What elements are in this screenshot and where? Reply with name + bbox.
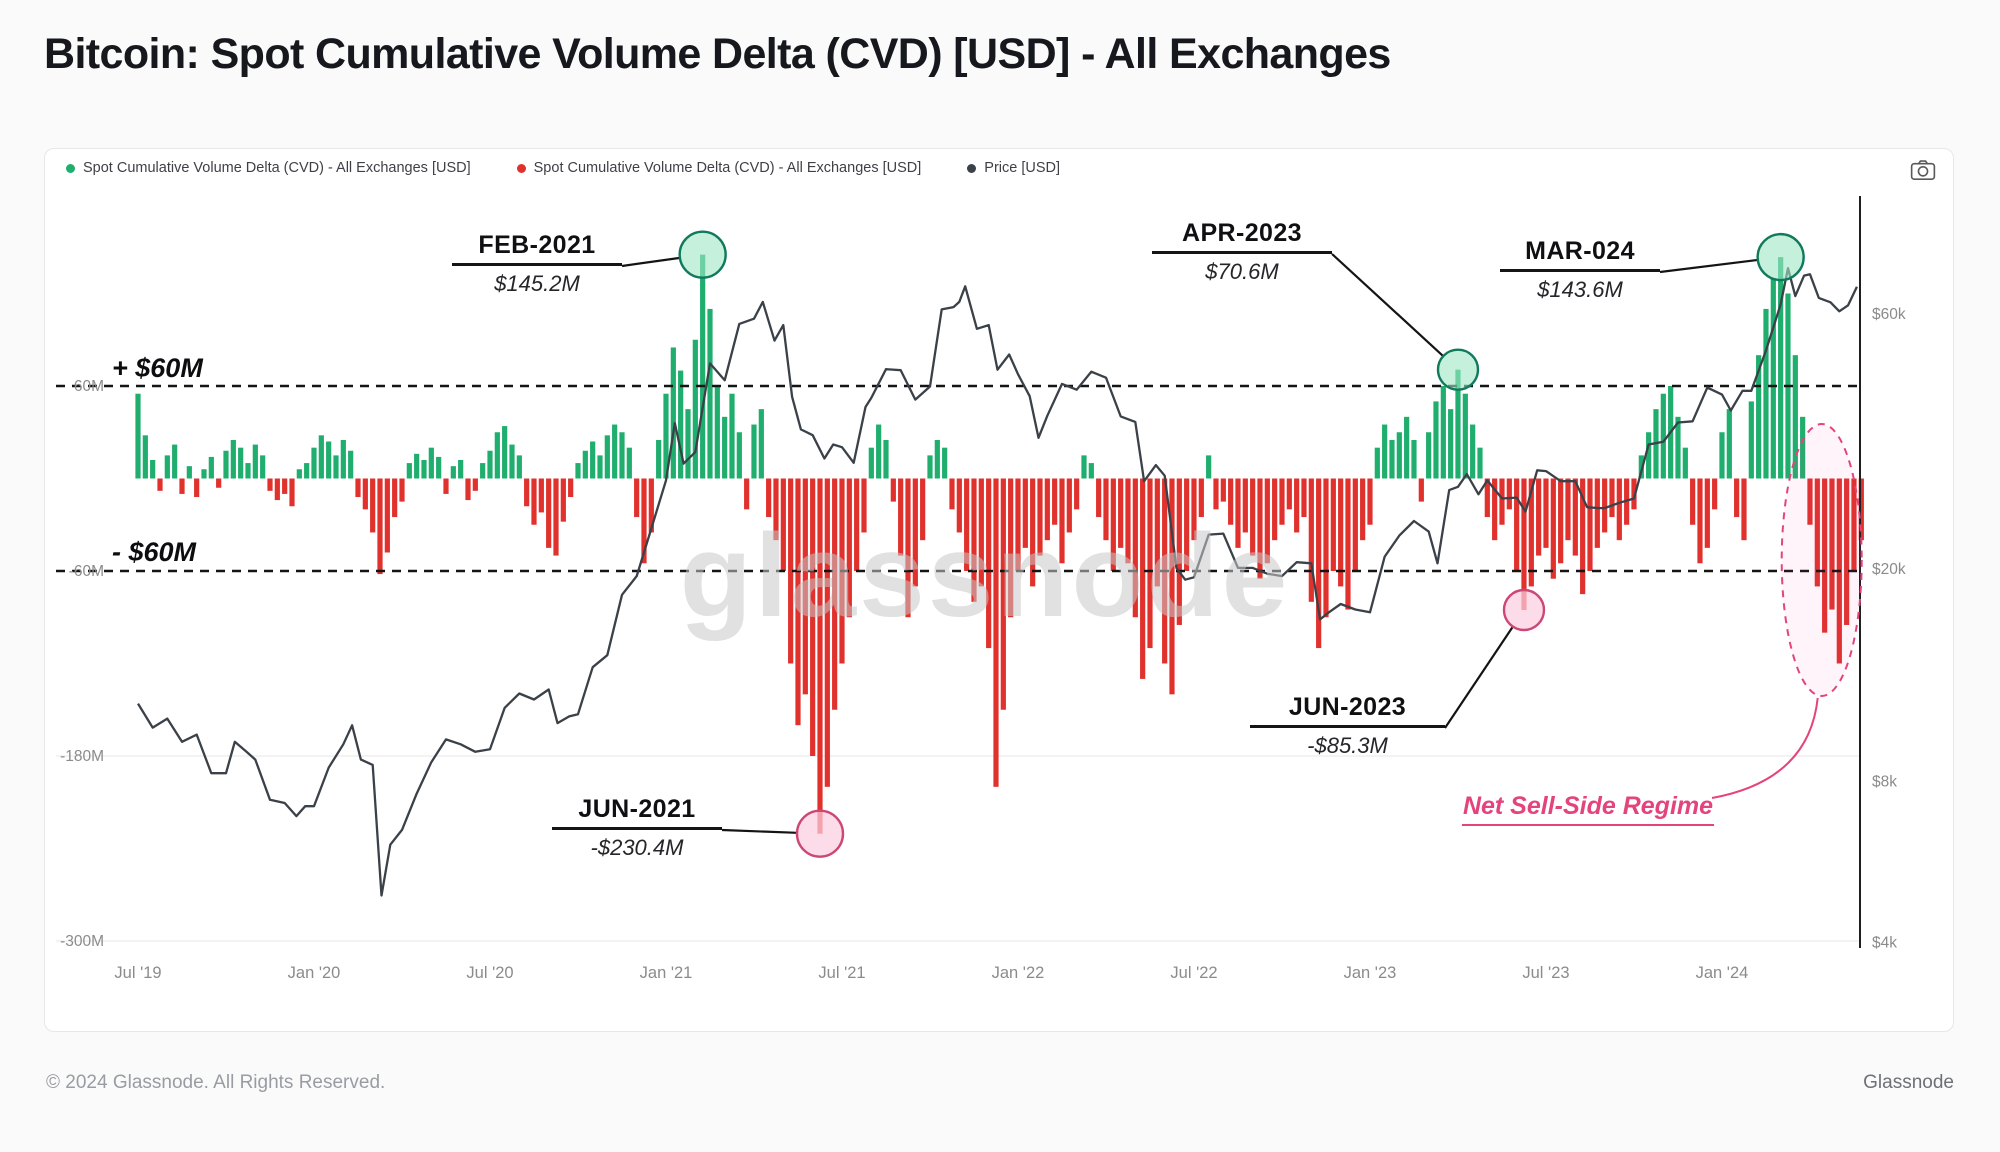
callout-value: $70.6M (1205, 259, 1279, 284)
regime-connector-line (1711, 697, 1819, 799)
x-axis-tick: Jul '20 (466, 964, 513, 982)
left-axis-tick: -300M (60, 933, 104, 950)
callout-connector-line (1444, 626, 1514, 729)
x-axis-tick: Jan '22 (992, 964, 1045, 982)
page-title: Bitcoin: Spot Cumulative Volume Delta (C… (44, 30, 1391, 78)
legend-label: Spot Cumulative Volume Delta (CVD) - All… (83, 160, 471, 176)
callout-mar-024: MAR-024 $143.6M (1500, 238, 1660, 303)
threshold-label-plus-60m: + $60M (112, 353, 203, 383)
legend-dot-green-icon (66, 163, 75, 173)
x-axis-tick: Jul '21 (818, 964, 865, 982)
callout-connector-line (721, 828, 798, 834)
legend-item-cvd-negative[interactable]: Spot Cumulative Volume Delta (CVD) - All… (516, 160, 922, 176)
cvd-bars (135, 254, 1864, 834)
copyright-text: © 2024 Glassnode. All Rights Reserved. (46, 1072, 386, 1093)
legend-dot-red-icon (516, 163, 526, 173)
brand-text: Glassnode (1863, 1072, 1954, 1093)
callout-circle-apr-2023 (1436, 348, 1480, 391)
callout-title: JUN-2023 (1250, 694, 1445, 728)
x-axis-tick: Jan '23 (1344, 964, 1397, 982)
x-axis-tick: Jul '23 (1522, 964, 1569, 982)
callout-jun-2021: JUN-2021 -$230.4M (552, 796, 722, 861)
callout-value: $143.6M (1537, 277, 1623, 302)
callout-title: FEB-2021 (452, 232, 622, 266)
legend-dot-dark-icon (967, 163, 977, 173)
legend-item-price[interactable]: Price [USD] (967, 160, 1060, 176)
x-axis-tick: Jan '24 (1696, 964, 1749, 982)
left-axis-tick: -60M (69, 563, 104, 580)
callout-title: MAR-024 (1500, 238, 1660, 272)
legend-label: Spot Cumulative Volume Delta (CVD) - All… (533, 160, 922, 176)
chart-card (44, 148, 1954, 1032)
x-axis-tick: Jan '20 (288, 964, 341, 982)
x-axis-tick: Jul '22 (1170, 964, 1217, 982)
callout-apr-2023: APR-2023 $70.6M (1152, 220, 1332, 285)
callout-value: $145.2M (494, 271, 580, 296)
callout-circle-mar-024 (1756, 232, 1805, 282)
threshold-label-minus-60m: - $60M (112, 537, 197, 567)
legend-item-cvd-positive[interactable]: Spot Cumulative Volume Delta (CVD) - All… (66, 160, 471, 176)
callout-feb-2021: FEB-2021 $145.2M (452, 232, 622, 297)
callout-circle-jun-2021 (795, 809, 845, 858)
callout-connector-line (1331, 253, 1444, 357)
callout-value: -$85.3M (1307, 733, 1388, 758)
callout-connector-line (621, 256, 681, 268)
left-axis-tick: -180M (60, 748, 104, 765)
net-sell-side-regime-label: Net Sell-Side Regime (1462, 792, 1714, 826)
callout-value: -$230.4M (590, 835, 684, 860)
callout-circle-jun-2023 (1502, 588, 1546, 632)
right-axis-tick: $20k (1872, 561, 1906, 578)
left-axis-tick: 60M (74, 378, 104, 395)
callout-jun-2023: JUN-2023 -$85.3M (1250, 694, 1445, 759)
glassnode-watermark: glassnode (680, 510, 1291, 642)
legend-label: Price [USD] (984, 160, 1061, 176)
legend: Spot Cumulative Volume Delta (CVD) - All… (66, 160, 1060, 176)
net-sell-side-regime-ellipse (1780, 423, 1863, 697)
camera-icon[interactable] (1910, 158, 1936, 182)
x-axis-tick: Jan '21 (640, 964, 693, 982)
right-axis-tick: $8k (1872, 774, 1897, 791)
callout-connector-line (1659, 258, 1758, 274)
callout-title: JUN-2021 (552, 796, 722, 830)
price-line (137, 267, 1858, 897)
right-axis-tick: $4k (1872, 935, 1897, 952)
callout-circle-feb-2021 (678, 230, 727, 279)
x-axis-tick: Jul '19 (114, 964, 161, 982)
right-axis-tick: $60k (1872, 306, 1906, 323)
callout-title: APR-2023 (1152, 220, 1332, 254)
